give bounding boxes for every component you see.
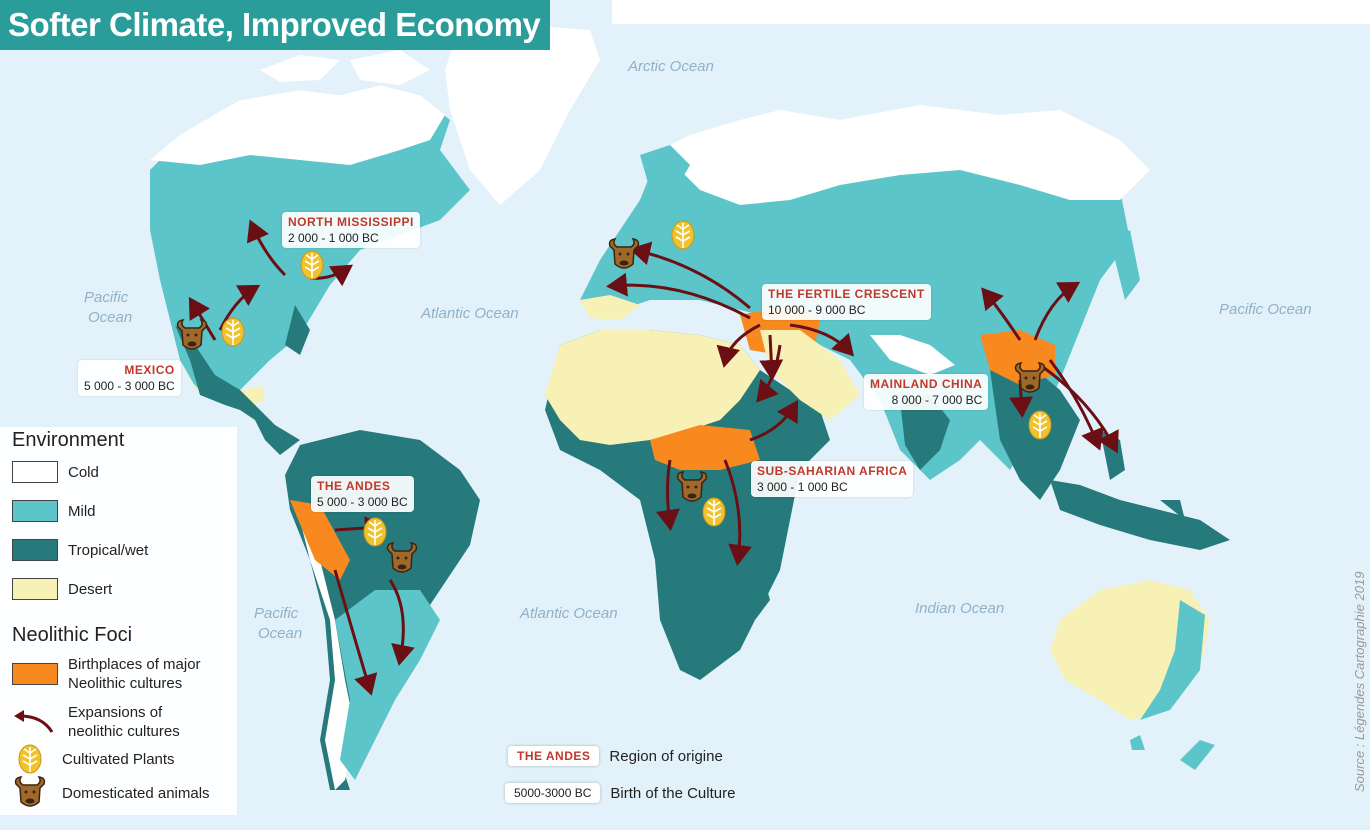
ocean-label-pacific-south-2: Ocean [258,625,303,642]
greenland [445,25,600,205]
legend-item-desert: Desert [12,578,112,600]
legend-label: Expansions of [68,704,163,721]
region-dates: 2 000 - 1 000 BC [288,231,379,245]
legend-foci-title: Neolithic Foci [12,624,133,646]
ocean-label-indian: Indian Ocean [915,600,1005,617]
africa [545,330,860,680]
wheat-icon [300,250,324,280]
region-dates: 10 000 - 9 000 BC [768,303,866,317]
region-name: THE FERTILE CRESCENT [768,287,925,301]
legend-item-cold: Cold [12,461,99,483]
key-birth-of-culture: 5000-3000 BC Birth of the Culture [505,783,735,803]
legend-label: Cold [68,463,99,481]
australia [1030,420,1215,770]
region-dates: 8 000 - 7 000 BC [891,393,983,407]
key-chip-region: THE ANDES [508,746,600,766]
legend-label: Birthplaces of major [68,656,201,673]
source-credit: Source : Légendes Cartographie 2019 [1352,571,1367,792]
wheat-icon [1028,410,1052,440]
legend-label: Domesticated animals [62,784,210,802]
south-america [285,430,480,790]
ocean-label-arctic: Arctic Ocean [628,58,714,75]
ocean-label-pacific-east: Pacific Ocean [1219,301,1312,318]
region-label-mainland-china: MAINLAND CHINA 8 000 - 7 000 BC [864,374,989,410]
key-label: Region of origine [609,747,723,765]
wheat-icon [18,744,42,774]
swatch-birthplace [12,663,58,685]
region-label-fertile-crescent: THE FERTILE CRESCENT 10 000 - 9 000 BC [762,284,931,320]
ocean-label-pacific-west-1: Pacific [84,289,129,306]
ocean-label-pacific-west-2: Ocean [88,309,133,326]
region-dates: 5 000 - 3 000 BC [317,495,408,509]
legend-label: Neolithic cultures [68,675,183,692]
legend-item-mild: Mild [12,500,96,522]
map-legend: Environment Cold Mild Tropical/wet Deser… [0,427,237,815]
region-name: SUB-SAHARIAN AFRICA [757,464,908,478]
legend-item-birthplaces: Birthplaces of major Neolithic cultures [12,655,201,693]
key-chip-date: 5000-3000 BC [505,783,601,803]
region-label-sub-saharan-africa: SUB-SAHARIAN AFRICA 3 000 - 1 000 BC [751,461,914,497]
legend-item-plants: Cultivated Plants [12,743,175,775]
legend-label: Mild [68,502,96,520]
ocean-label-atlantic-south: Atlantic Ocean [520,605,618,622]
legend-environment-title: Environment [12,429,125,451]
bull-head-icon [14,776,46,807]
expansion-arrows [188,219,1119,696]
legend-item-animals: Domesticated animals [12,775,210,811]
legend-label: Tropical/wet [68,541,149,559]
key-region-of-origin: THE ANDES Region of origine [508,746,723,766]
ocean-label-pacific-south-1: Pacific [254,605,299,622]
swatch-mild [12,500,58,522]
region-dates: 5 000 - 3 000 BC [84,379,175,393]
wheat-icon [363,517,387,547]
page-title: Softer Climate, Improved Economy [0,0,551,50]
legend-item-expansions: Expansions of neolithic cultures [12,703,180,741]
region-name: THE ANDES [317,479,391,493]
wheat-icon [671,220,695,250]
region-name: MEXICO [124,363,175,377]
region-label-andes: THE ANDES 5 000 - 3 000 BC [311,476,414,512]
region-label-mexico: MEXICO 5 000 - 3 000 BC [78,360,181,396]
legend-label: neolithic cultures [68,723,180,740]
expansion-arrow-icon [14,710,54,733]
region-dates: 3 000 - 1 000 BC [757,480,848,494]
swatch-tropical [12,539,58,561]
swatch-cold [12,461,58,483]
wheat-icon [702,497,726,527]
ocean-label-atlantic-north: Atlantic Ocean [421,305,519,322]
legend-item-tropical: Tropical/wet [12,539,148,561]
legend-label: Cultivated Plants [62,750,175,768]
key-label: Birth of the Culture [610,784,736,802]
swatch-desert [12,578,58,600]
region-name: MAINLAND CHINA [870,377,983,391]
legend-label: Desert [68,580,113,598]
region-name: NORTH MISSISSIPPI [288,215,414,229]
region-label-north-mississippi: NORTH MISSISSIPPI 2 000 - 1 000 BC [282,212,420,248]
wheat-icon [221,317,245,347]
